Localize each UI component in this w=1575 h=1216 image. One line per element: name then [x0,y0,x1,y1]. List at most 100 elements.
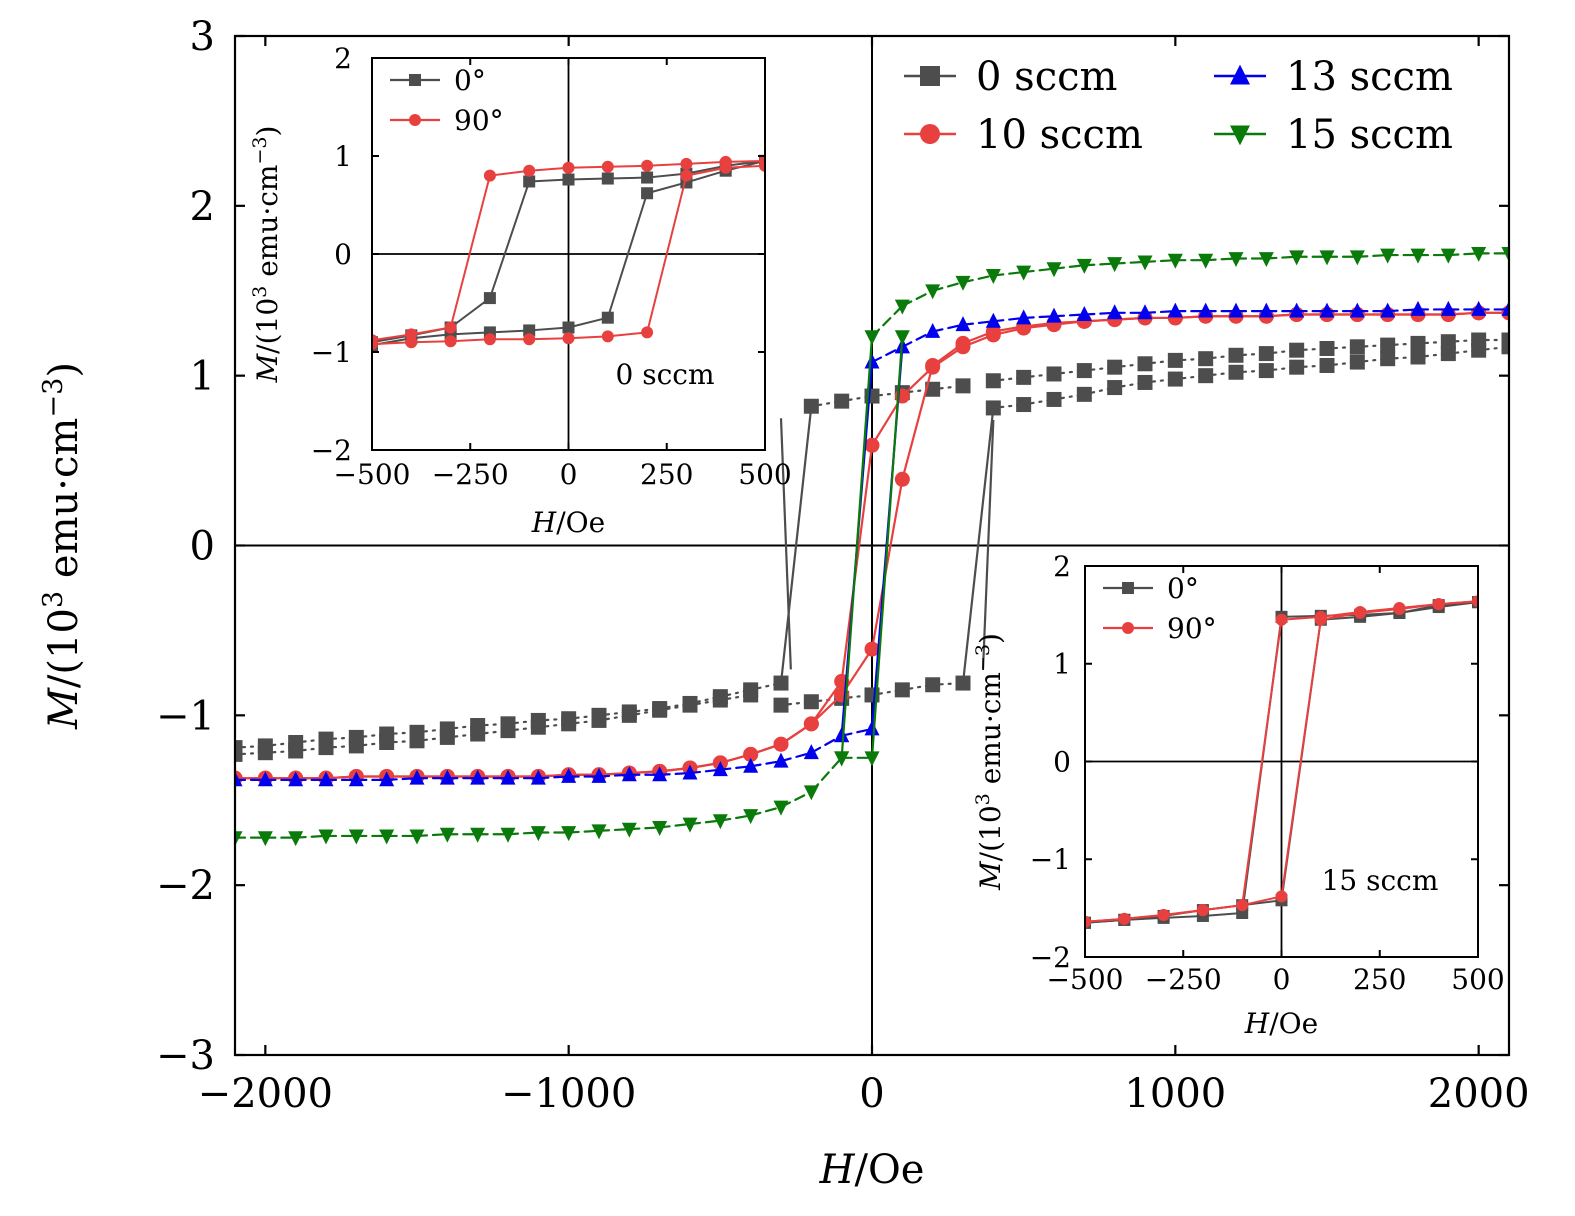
main-segment-15-sccm [294,834,328,839]
main-point-0-sccm [1076,386,1092,402]
inset2-segment-90deg [1280,615,1322,621]
main-point-13-sccm [1380,302,1396,318]
main-point-0-sccm [1349,354,1365,370]
main-point-13-sccm [318,771,334,787]
main-point-0-sccm [803,694,819,710]
main-point-0-sccm [1107,380,1123,396]
inset1-segment-0deg [372,334,413,344]
main-point-0-sccm [682,697,698,713]
inset2-segment-0deg [1398,606,1440,614]
inset1-legend-label: 90° [454,104,504,137]
main-segment-15-sccm [567,829,601,834]
inset1-segment-90deg [449,338,491,343]
main-point-13-sccm [621,766,637,782]
main-point-0-sccm [409,733,425,749]
inset1-point-0deg [523,175,536,188]
main-point-15-sccm [1349,250,1365,266]
inset1-segment-0deg [646,172,688,179]
main-point-15-sccm [864,330,880,346]
main-point-13-sccm [864,720,880,736]
main-segment-13-sccm [597,773,631,778]
inset2-y-tick-label: 2 [1053,550,1071,583]
main-point-0-sccm [591,712,607,728]
main-segment-15-sccm [992,270,1025,277]
main-point-0-sccm [1410,349,1426,365]
inset1-segment-0deg [606,176,649,180]
inset2-segment-90deg [1162,909,1204,916]
main-point-10-sccm [803,716,819,732]
inset1-segment-90deg [606,331,649,338]
main-point-0-sccm [743,687,759,703]
inset1-y-axis-label: M/(103 emu·cm−3) [249,126,284,384]
main-point-0-sccm [1258,346,1274,362]
inset1-legend: 0°90° [390,64,504,137]
main-legend-marker-10-sccm [920,124,940,144]
inset1-point-90deg [405,336,418,349]
inset1-segment-0deg [606,192,649,319]
inset1-segment-0deg [685,169,727,184]
main-point-13-sccm [409,769,425,785]
main-segment-13-sccm [961,320,995,326]
main-segment-13-sccm [1052,313,1086,318]
main-point-13-sccm [1258,302,1274,318]
main-x-tick-label: 2000 [1428,1071,1530,1117]
main-point-15-sccm [348,829,364,845]
inset1-segment-90deg [372,341,413,346]
main-point-15-sccm [1137,255,1153,271]
inset2-point-90deg [1157,908,1170,921]
inset1-point-90deg [562,161,575,174]
main-segment-15-sccm [1113,260,1147,265]
main-y-tick-label: 2 [190,184,215,230]
inset1-segment-0deg [410,333,452,340]
inset2-series-group [1085,595,1478,929]
inset2-y-axis-label: M/(103 emu·cm−3) [972,633,1007,891]
main-point-0-sccm [985,373,1001,389]
inset2-segment-90deg [1085,917,1126,923]
inset1-segment-90deg [724,164,765,169]
main-legend-marker-15-sccm [1230,125,1250,146]
inset-plot-15-sccm: −500 −250 0 250 500 −2 −1 0 1 2 H/Oe M/(103 emu·cm−… [972,550,1505,1040]
main-segment-13-sccm [779,751,813,763]
inset2-segment-90deg [1280,618,1322,898]
main-point-0-sccm [379,735,395,751]
main-point-15-sccm [834,751,850,767]
main-segment-15-sccm [870,335,904,759]
main-point-0-sccm [1016,369,1032,385]
main-point-15-sccm [1046,262,1062,278]
inset1-point-90deg [523,333,536,346]
main-point-0-sccm [985,400,1001,416]
main-point-10-sccm [955,335,971,351]
inset1-series-group [372,154,765,352]
main-point-13-sccm [591,767,607,783]
inset2-segment-90deg [1241,618,1283,907]
inset1-segment-90deg [685,166,727,177]
main-leader-line [779,418,792,670]
main-point-13-sccm [864,353,880,369]
inset2-point-90deg [1472,595,1478,608]
main-segment-10-sccm [870,478,904,651]
main-point-13-sccm [925,322,941,338]
main-point-13-sccm [561,767,577,783]
main-segment-15-sccm [1022,267,1056,274]
main-point-13-sccm [743,757,759,773]
main-segment-15-sccm [628,826,661,831]
inset1-segment-0deg [449,331,491,336]
main-x-tick-label: 1000 [1124,1071,1226,1117]
main-segment-13-sccm [749,760,783,768]
main-leader-line [981,419,995,670]
main-segment-13-sccm [931,323,965,333]
main-segment-13-sccm [1083,311,1116,316]
inset2-point-90deg [1236,899,1249,912]
main-point-15-sccm [1167,253,1183,269]
inset2-x-tick-label: −250 [1145,963,1222,996]
inset1-segment-0deg [528,178,570,183]
inset1-x-tick-label: −250 [432,458,509,491]
main-point-15-sccm [985,269,1001,285]
main-segment-15-sccm [506,831,540,836]
main-point-15-sccm [1107,257,1123,273]
inset2-segment-90deg [1359,608,1401,614]
main-point-13-sccm [1289,302,1305,318]
main-point-0-sccm [1349,339,1365,355]
main-segment-15-sccm [1356,253,1389,258]
main-point-15-sccm [773,800,789,816]
